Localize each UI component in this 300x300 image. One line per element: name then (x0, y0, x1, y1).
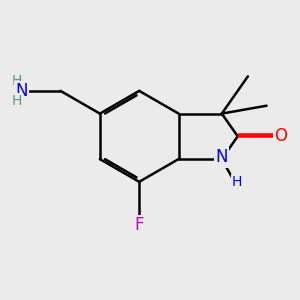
Text: H: H (12, 94, 22, 108)
Text: F: F (134, 216, 144, 234)
Text: N: N (215, 148, 228, 166)
Text: H: H (232, 175, 242, 189)
Text: O: O (274, 127, 287, 145)
Text: N: N (15, 82, 28, 100)
Text: H: H (12, 74, 22, 88)
